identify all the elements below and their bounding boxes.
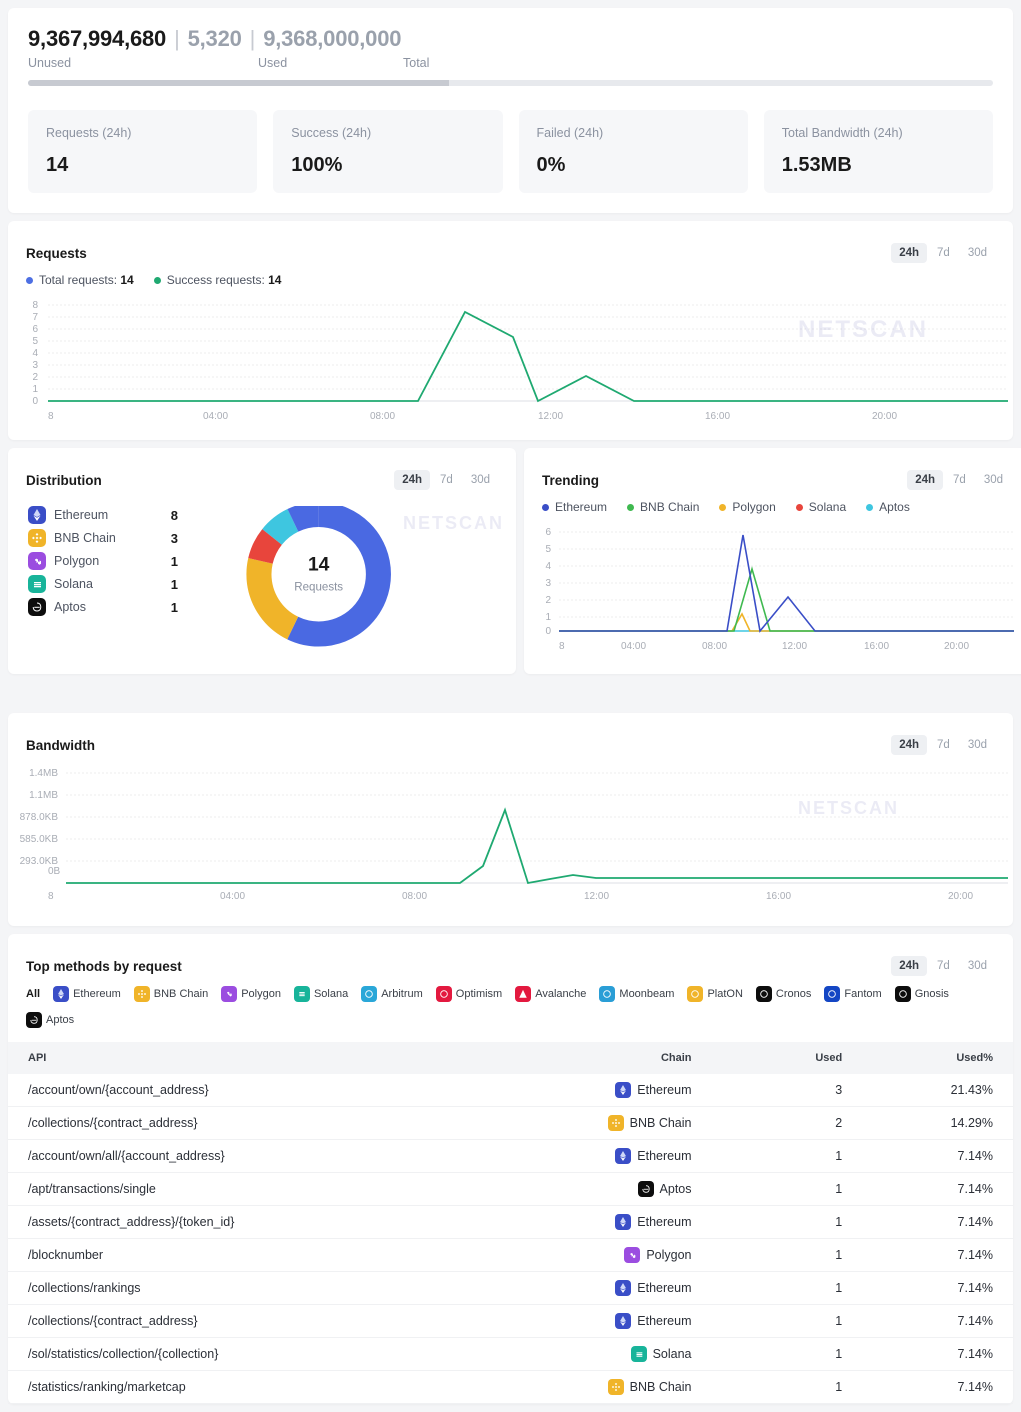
svg-text:1: 1 — [32, 384, 38, 395]
svg-text:8: 8 — [32, 300, 38, 311]
svg-text:08:00: 08:00 — [370, 411, 395, 422]
svg-text:7: 7 — [32, 312, 38, 323]
svg-text:08:00: 08:00 — [402, 891, 427, 902]
svg-text:8: 8 — [48, 891, 54, 902]
svg-text:6: 6 — [32, 324, 38, 335]
svg-text:8: 8 — [48, 411, 54, 422]
svg-text:04:00: 04:00 — [220, 891, 245, 902]
svg-text:4: 4 — [545, 561, 551, 572]
svg-text:1: 1 — [545, 612, 551, 623]
svg-text:4: 4 — [32, 348, 38, 359]
svg-text:16:00: 16:00 — [766, 891, 791, 902]
svg-text:08:00: 08:00 — [702, 641, 727, 652]
svg-text:12:00: 12:00 — [584, 891, 609, 902]
svg-text:12:00: 12:00 — [538, 411, 563, 422]
svg-text:Requests: Requests — [294, 582, 343, 594]
svg-text:20:00: 20:00 — [948, 891, 973, 902]
svg-text:5: 5 — [32, 336, 38, 347]
svg-text:14: 14 — [308, 554, 330, 575]
svg-text:0: 0 — [32, 396, 38, 407]
svg-text:5: 5 — [545, 544, 551, 555]
svg-text:878.0KB: 878.0KB — [20, 812, 59, 823]
svg-text:1.1MB: 1.1MB — [29, 790, 58, 801]
svg-text:3: 3 — [545, 578, 551, 589]
svg-text:16:00: 16:00 — [864, 641, 889, 652]
svg-text:585.0KB: 585.0KB — [20, 834, 59, 845]
svg-text:20:00: 20:00 — [872, 411, 897, 422]
svg-text:04:00: 04:00 — [203, 411, 228, 422]
svg-text:04:00: 04:00 — [621, 641, 646, 652]
svg-text:3: 3 — [32, 360, 38, 371]
svg-text:1.4MB: 1.4MB — [29, 768, 58, 779]
svg-text:12:00: 12:00 — [782, 641, 807, 652]
svg-text:2: 2 — [545, 595, 551, 606]
svg-text:2: 2 — [32, 372, 38, 383]
svg-text:0: 0 — [545, 626, 551, 637]
svg-text:8: 8 — [559, 641, 565, 652]
svg-text:0B: 0B — [48, 866, 61, 877]
svg-text:6: 6 — [545, 527, 551, 538]
svg-text:20:00: 20:00 — [944, 641, 969, 652]
svg-text:16:00: 16:00 — [705, 411, 730, 422]
